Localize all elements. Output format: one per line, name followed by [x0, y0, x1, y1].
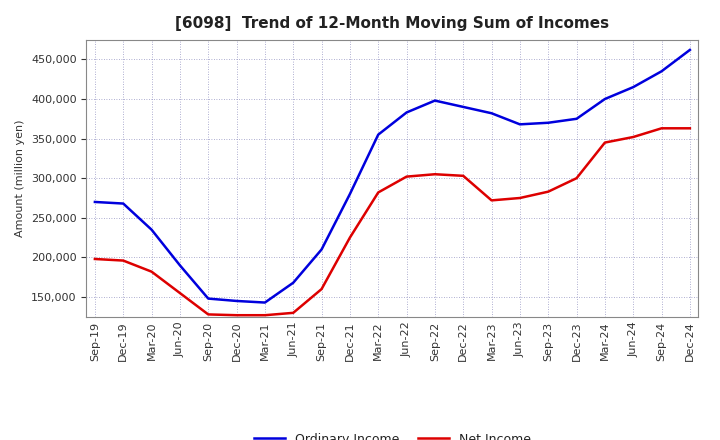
Net Income [318, 286, 326, 292]
Title: [6098]  Trend of 12-Month Moving Sum of Incomes: [6098] Trend of 12-Month Moving Sum of I… [176, 16, 609, 32]
Net Income [487, 198, 496, 203]
Ordinary Income [544, 120, 552, 125]
Net Income [657, 126, 666, 131]
Legend: Ordinary Income, Net Income: Ordinary Income, Net Income [248, 429, 536, 440]
Ordinary Income [629, 84, 637, 90]
Ordinary Income [685, 47, 694, 52]
Ordinary Income [431, 98, 439, 103]
Net Income [374, 190, 382, 195]
Ordinary Income [233, 298, 241, 304]
Net Income [289, 310, 297, 315]
Ordinary Income [600, 96, 609, 102]
Net Income [119, 258, 127, 263]
Net Income [572, 176, 581, 181]
Net Income [431, 172, 439, 177]
Ordinary Income [374, 132, 382, 137]
Net Income [91, 257, 99, 262]
Net Income [346, 235, 354, 240]
Ordinary Income [204, 296, 212, 301]
Ordinary Income [402, 110, 411, 115]
Net Income [204, 312, 212, 317]
Line: Ordinary Income: Ordinary Income [95, 50, 690, 303]
Ordinary Income [318, 247, 326, 252]
Net Income [516, 195, 524, 201]
Net Income [402, 174, 411, 179]
Ordinary Income [119, 201, 127, 206]
Ordinary Income [148, 227, 156, 232]
Net Income [261, 312, 269, 318]
Y-axis label: Amount (million yen): Amount (million yen) [16, 119, 25, 237]
Net Income [685, 126, 694, 131]
Net Income [459, 173, 467, 179]
Ordinary Income [176, 263, 184, 268]
Ordinary Income [487, 110, 496, 116]
Ordinary Income [289, 280, 297, 286]
Line: Net Income: Net Income [95, 128, 690, 315]
Ordinary Income [91, 199, 99, 205]
Ordinary Income [346, 191, 354, 197]
Net Income [544, 189, 552, 194]
Net Income [233, 312, 241, 318]
Ordinary Income [459, 104, 467, 110]
Ordinary Income [657, 69, 666, 74]
Net Income [148, 269, 156, 274]
Net Income [600, 140, 609, 145]
Net Income [629, 134, 637, 139]
Ordinary Income [516, 122, 524, 127]
Net Income [176, 290, 184, 296]
Ordinary Income [572, 116, 581, 121]
Ordinary Income [261, 300, 269, 305]
